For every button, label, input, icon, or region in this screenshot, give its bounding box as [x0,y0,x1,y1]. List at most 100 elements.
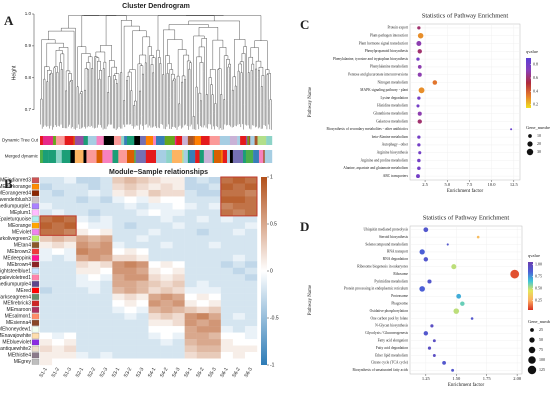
module-color [31,300,40,307]
colorbar-tick-label: 0.4 [533,88,538,93]
track-cell [187,150,190,163]
track-cell [257,136,267,145]
heat-cell [184,248,197,255]
heat-cell [184,241,197,249]
heat-cell [196,222,209,230]
heat-cell [160,332,173,340]
heat-cell [124,215,137,223]
heat-cell [196,306,209,314]
heat-cell [88,215,101,223]
panel-label: D [300,219,309,234]
track-cell [164,136,176,145]
heat-cell [76,248,89,255]
heat-cell [124,332,137,340]
column-label: S5-1 [183,366,194,378]
x-tick-label: 2.5 [422,182,428,187]
heat-cell [52,209,65,217]
heat-cell [100,196,113,204]
row-label: MEtan4 [14,242,31,248]
column-label: S2-2 [87,366,98,378]
column-label: S1-1 [38,366,49,378]
heat-cell [172,345,185,353]
track-cell [74,150,84,163]
heat-cell [148,215,161,223]
colorbar-tick-label: 0.5 [270,221,277,227]
heat-cell [40,319,53,327]
dot [419,286,425,292]
track-cell [183,150,189,163]
heat-cell [220,215,234,223]
heat-cell [196,196,209,204]
heat-cell [112,215,125,223]
dot [417,96,421,100]
dot [417,26,421,30]
size-legend-label: 75 [539,347,543,352]
size-legend-dot [526,148,534,156]
heat-cell [124,177,137,184]
heat-cell [184,358,197,366]
heat-cell [196,313,209,320]
heat-cell [112,196,125,204]
track-cell [171,150,183,163]
heat-cell [196,241,209,249]
dot [416,41,422,46]
row-label: MEbrown2 [7,249,31,255]
heat-cell [124,345,137,353]
heat-cell [64,293,77,301]
module-color [31,209,40,216]
heat-cell [112,287,125,294]
column-label: S2-3 [99,366,110,378]
category-label: Ether lipid metabolism [375,353,408,357]
heat-cell [244,228,258,236]
heat-cell [124,267,137,275]
heat-cell [184,300,197,307]
track-cell [266,136,273,145]
heat-cell [196,215,209,223]
dot [456,293,462,299]
heat-cell [220,345,234,353]
y-tick-label: 1.0 [25,11,32,16]
track-cell [145,150,157,163]
heat-cell [40,267,53,275]
heat-cell [100,222,113,230]
heat-cell [52,358,65,366]
y-axis-label: Pathway Name [308,86,313,117]
category-label: Galactose metabolism [376,119,408,123]
heat-cell [136,332,149,340]
heat-cell [52,319,65,327]
track-cell [83,150,87,163]
module-color [31,294,40,300]
heat-cell [64,261,77,268]
track-cell [140,136,147,145]
category-label: Pentose and glucuronate interconversions [348,73,408,77]
heat-cell [160,222,173,230]
track-cell [156,136,165,145]
heat-cell [184,183,197,191]
dot [423,257,429,262]
heat-cell [76,306,89,314]
heat-cell [64,215,77,223]
dot [432,354,436,357]
heat-cell [88,345,101,353]
heat-cell [124,300,137,307]
track-cell [240,136,247,145]
heat-cell [220,183,234,191]
dot [417,166,421,171]
track-cell [227,150,231,163]
category-label: Proteasome [391,294,408,298]
category-label: Ribosome biogenesis in eukaryotes [357,265,408,269]
heat-cell [136,189,149,197]
heat-cell [124,274,137,281]
heat-cell [64,202,77,210]
panel-label: B [4,176,13,191]
colorbar-tick-label: 1.00 [535,261,542,266]
chart-title: Statistics of Pathway Enrichment [423,214,510,221]
heat-cell [220,326,234,333]
category-label: Biosynthesis of secondary metabolites - … [327,127,409,131]
category-label: Selenocompound metabolism [365,242,408,246]
heat-cell [76,215,89,223]
track-cell [229,136,238,145]
heat-cell [148,306,161,314]
track-cell [42,136,54,145]
heat-cell [148,241,161,249]
